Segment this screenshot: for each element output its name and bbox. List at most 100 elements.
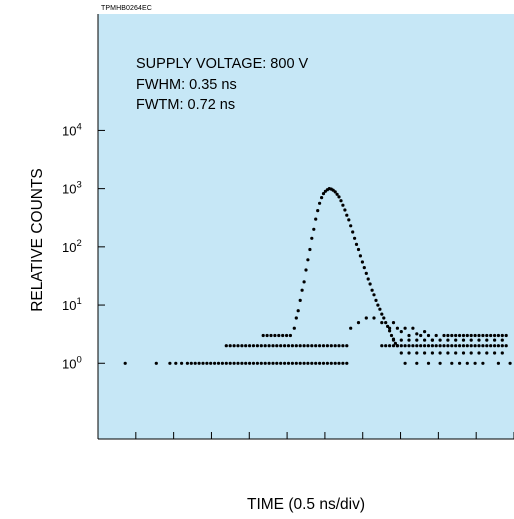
- data-point: [477, 351, 481, 355]
- data-point: [300, 288, 304, 292]
- data-point: [366, 277, 370, 281]
- fwtm-annotation: FWTM: 0.72 ns: [136, 97, 235, 113]
- data-point: [232, 344, 236, 348]
- data-point: [469, 333, 473, 338]
- data-point: [461, 333, 466, 338]
- data-point: [489, 333, 493, 338]
- data-point: [306, 344, 310, 348]
- data-point: [489, 344, 493, 348]
- data-point: [403, 344, 407, 348]
- data-point: [485, 344, 489, 348]
- data-point: [271, 361, 275, 365]
- data-point: [378, 307, 382, 311]
- data-point: [240, 361, 244, 365]
- data-point: [438, 338, 442, 342]
- data-point: [304, 268, 308, 272]
- data-point: [314, 217, 318, 221]
- data-point: [267, 361, 271, 365]
- data-point: [411, 344, 415, 348]
- data-point: [298, 361, 302, 365]
- data-point: [329, 344, 333, 348]
- data-point: [320, 196, 324, 200]
- data-point: [279, 344, 283, 348]
- data-point: [285, 333, 289, 338]
- data-point: [500, 351, 504, 355]
- data-point: [316, 209, 320, 213]
- data-point: [277, 333, 281, 338]
- data-point: [273, 333, 277, 338]
- data-point: [216, 361, 221, 365]
- data-point: [279, 361, 283, 365]
- data-point: [461, 344, 466, 348]
- data-point: [302, 344, 306, 348]
- data-point: [306, 258, 310, 262]
- data-point: [362, 266, 366, 270]
- data-point: [403, 361, 407, 365]
- data-point: [333, 361, 337, 365]
- data-point: [426, 361, 431, 365]
- data-point: [251, 344, 256, 348]
- fwhm-annotation: FWHM: 0.35 ns: [136, 77, 237, 93]
- data-point: [333, 344, 337, 348]
- data-point: [220, 361, 224, 365]
- data-point: [388, 326, 392, 330]
- data-point: [485, 333, 489, 338]
- data-point: [294, 316, 298, 320]
- data-point: [500, 338, 504, 342]
- data-point: [442, 333, 446, 338]
- data-point: [269, 333, 273, 338]
- data-point: [283, 344, 287, 348]
- data-point: [281, 333, 285, 338]
- data-point: [240, 344, 244, 348]
- data-point: [384, 321, 388, 325]
- data-point: [419, 344, 423, 348]
- data-point: [481, 361, 485, 365]
- data-point: [469, 338, 473, 342]
- data-point: [360, 260, 364, 264]
- plot-area: [98, 14, 514, 439]
- data-point: [399, 338, 403, 342]
- y-tick-label: 102: [62, 238, 82, 255]
- data-point: [477, 338, 481, 342]
- data-point: [461, 338, 466, 342]
- y-tick-base: 10: [62, 123, 76, 138]
- data-point: [314, 361, 318, 365]
- data-point: [337, 195, 341, 199]
- data-point: [290, 361, 294, 365]
- data-point: [341, 344, 345, 348]
- data-point: [248, 344, 252, 348]
- data-point: [356, 247, 361, 252]
- data-point: [430, 344, 434, 348]
- data-point: [481, 344, 485, 348]
- data-point: [343, 208, 347, 212]
- data-point: [197, 361, 201, 365]
- data-point: [423, 351, 427, 355]
- data-point: [333, 190, 337, 194]
- y-tick-exponent: 4: [76, 121, 81, 132]
- data-point: [294, 344, 298, 348]
- data-point: [310, 344, 314, 348]
- data-point: [391, 321, 396, 325]
- data-point: [201, 361, 205, 365]
- y-axis-title: RELATIVE COUNTS: [29, 168, 46, 312]
- data-point: [438, 344, 442, 348]
- data-point: [310, 236, 314, 240]
- data-point: [454, 333, 458, 338]
- data-point: [335, 192, 339, 196]
- data-point: [380, 312, 384, 316]
- data-point: [370, 288, 374, 292]
- data-point: [294, 361, 298, 365]
- supply-voltage-annotation: SUPPLY VOLTAGE: 800 V: [136, 56, 309, 72]
- data-point: [349, 224, 353, 228]
- data-point: [329, 361, 333, 365]
- data-point: [290, 344, 294, 348]
- data-point: [310, 361, 314, 365]
- data-point: [496, 344, 500, 348]
- data-point: [236, 344, 240, 348]
- data-point: [275, 361, 279, 365]
- data-point: [193, 361, 197, 365]
- data-point: [508, 361, 512, 365]
- data-point: [399, 351, 403, 355]
- data-point: [454, 351, 458, 355]
- data-point: [347, 218, 351, 222]
